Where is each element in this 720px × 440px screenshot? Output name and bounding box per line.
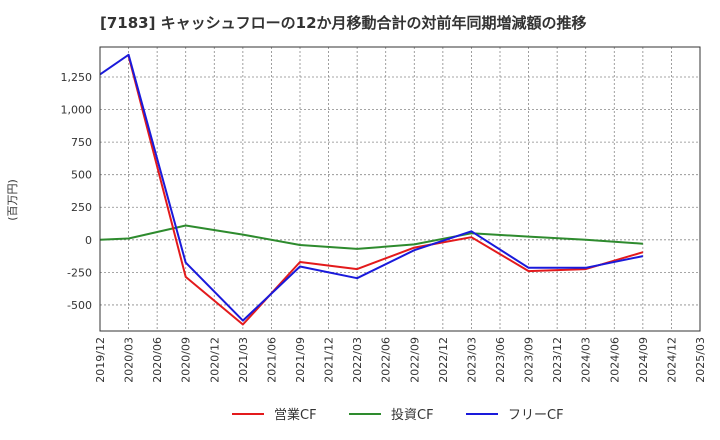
- y-tick-label: -250: [67, 266, 92, 279]
- x-tick-label: 2024/06: [608, 337, 621, 383]
- x-tick-label: 2020/12: [208, 337, 221, 383]
- x-tick-label: 2025/03: [694, 337, 707, 383]
- x-tick-label: 2023/09: [523, 337, 536, 383]
- series-line-free-cf: [99, 53, 644, 322]
- y-tick-label: 1,000: [61, 104, 93, 117]
- legend-investing-cf-label: 投資CF: [391, 407, 434, 423]
- x-tick-label: 2019/12: [94, 337, 107, 383]
- x-tick-label: 2022/06: [380, 337, 393, 383]
- x-tick-label: 2021/12: [323, 337, 336, 383]
- x-tick-label: 2022/03: [351, 337, 364, 383]
- y-tick-label: 500: [71, 169, 92, 182]
- x-tick-label: 2023/03: [465, 337, 478, 383]
- x-tick-label: 2024/03: [580, 337, 593, 383]
- x-tick-label: 2020/03: [123, 337, 136, 383]
- legend-free-cf-label: フリーCF: [508, 408, 564, 423]
- grid-lines: [100, 47, 700, 331]
- series-line-investing-cf: [99, 224, 643, 250]
- series-lines: [99, 53, 644, 326]
- legend-operating-cf-label: 営業CF: [274, 407, 317, 423]
- y-tick-label: -500: [67, 299, 92, 312]
- y-tick-label: 0: [85, 234, 92, 247]
- y-tick-label: 750: [71, 136, 92, 149]
- x-tick-label: 2020/06: [151, 337, 164, 383]
- x-tick-label: 2022/12: [437, 337, 450, 383]
- x-tick-label: 2021/06: [265, 337, 278, 383]
- x-tick-label: 2021/09: [294, 337, 307, 383]
- x-tick-label: 2020/09: [180, 337, 193, 383]
- y-tick-labels: -500 -250 0 250 500 750 1,000 1,250: [61, 71, 93, 312]
- x-tick-label: 2021/03: [237, 337, 250, 383]
- x-tick-labels: 2019/12 2020/03 2020/06 2020/09 2020/12 2021/…: [94, 337, 707, 383]
- series-line-operating-cf: [127, 55, 644, 326]
- x-tick-label: 2023/06: [494, 337, 507, 383]
- x-tick-label: 2024/12: [665, 337, 678, 383]
- y-axis-label: (百万円): [6, 179, 19, 221]
- chart-title: [7183] キャッシュフローの12か月移動合計の対前年同期増減額の推移: [100, 14, 587, 32]
- x-tick-label: 2023/12: [551, 337, 564, 383]
- y-tick-label: 250: [71, 201, 92, 214]
- x-tick-label: 2022/09: [408, 337, 421, 383]
- x-tick-label: 2024/09: [637, 337, 650, 383]
- legend: 営業CF 投資CF フリーCF: [232, 407, 564, 423]
- plot-frame: [99, 46, 701, 332]
- y-tick-label: 1,250: [61, 71, 93, 84]
